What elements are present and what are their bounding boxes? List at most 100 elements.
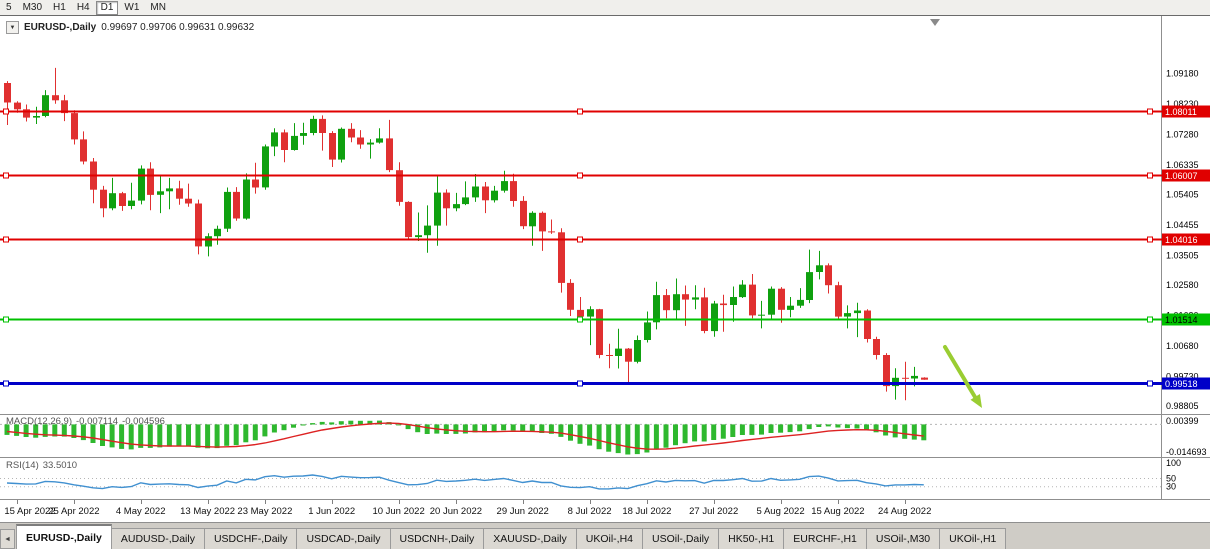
price-axis-label: 1.02580 bbox=[1166, 280, 1199, 290]
price-axis-label: 1.09180 bbox=[1166, 69, 1199, 79]
time-axis-label: 23 May 2022 bbox=[237, 506, 292, 517]
chart-tab-ukoil-h4[interactable]: UKOil-,H4 bbox=[575, 528, 643, 549]
hline-1.06007[interactable] bbox=[0, 172, 1162, 179]
price-axis: 1.09180 1.08230 1.07280 1.06335 1.05405 1.044… bbox=[1166, 69, 1199, 411]
hline-1.04016[interactable] bbox=[0, 236, 1162, 243]
hline-handle[interactable] bbox=[577, 108, 583, 115]
svg-text:1.08011: 1.08011 bbox=[1165, 107, 1197, 117]
time-axis-label: 24 Aug 2022 bbox=[878, 506, 931, 517]
price-axis-label: 1.06335 bbox=[1166, 160, 1199, 170]
chart-tab-eurusd-daily[interactable]: EURUSD-,Daily bbox=[16, 524, 112, 549]
hline-handle[interactable] bbox=[1147, 108, 1153, 115]
svg-text:1.06007: 1.06007 bbox=[1165, 171, 1198, 181]
hline-handle[interactable] bbox=[1147, 380, 1153, 387]
macd-signal-value: -0.004596 bbox=[122, 416, 165, 427]
hline-1.01514[interactable] bbox=[0, 316, 1162, 323]
price-axis-label: 1.04455 bbox=[1166, 220, 1199, 230]
hline-handle[interactable] bbox=[1147, 316, 1153, 323]
time-axis-label: 10 Jun 2022 bbox=[372, 506, 424, 517]
svg-text:0.00399: 0.00399 bbox=[1166, 416, 1199, 426]
chart-tabs-bar: ◄ EURUSD-,Daily AUDUSD-,Daily USDCHF-,Daily… bbox=[0, 522, 1210, 549]
rsi-name: RSI(14) bbox=[6, 460, 39, 471]
hline-handle[interactable] bbox=[577, 172, 583, 179]
timeframe-button-mn[interactable]: MN bbox=[150, 1, 166, 13]
hline-0.99518[interactable] bbox=[0, 380, 1162, 387]
svg-text:1.04016: 1.04016 bbox=[1165, 235, 1198, 245]
timeframe-button-w1[interactable]: W1 bbox=[124, 1, 140, 13]
chart-symbol-label: EURUSD-,Daily bbox=[24, 22, 97, 33]
time-axis-label: 20 Jun 2022 bbox=[430, 506, 482, 517]
svg-text:0.99518: 0.99518 bbox=[1165, 379, 1198, 389]
symbol-dropdown-button[interactable]: ▼ bbox=[6, 21, 19, 34]
timeframe-button-5[interactable]: 5 bbox=[6, 1, 12, 13]
price-axis-label: 0.98805 bbox=[1166, 401, 1199, 411]
hline-handle[interactable] bbox=[577, 380, 583, 387]
chart-tab-hk50-h1[interactable]: HK50-,H1 bbox=[718, 528, 785, 549]
hline-handle[interactable] bbox=[577, 236, 583, 243]
time-axis-label: 1 Jun 2022 bbox=[308, 506, 355, 517]
svg-text:-0.014693: -0.014693 bbox=[1166, 447, 1207, 457]
macd-indicator-label: MACD(12,26,9) -0.007114 -0.004596 bbox=[6, 416, 169, 427]
rsi-indicator-label: RSI(14) 33.5010 bbox=[6, 460, 81, 471]
chart-tab-audusd-daily[interactable]: AUDUSD-,Daily bbox=[110, 528, 205, 549]
price-axis-label: 1.08230 bbox=[1166, 99, 1199, 109]
time-axis-label: 27 Jul 2022 bbox=[689, 506, 738, 517]
hline-handle[interactable] bbox=[3, 236, 9, 243]
svg-text:1.01514: 1.01514 bbox=[1165, 315, 1198, 325]
hline-handle[interactable] bbox=[1147, 172, 1153, 179]
timeframe-button-h1[interactable]: H1 bbox=[53, 1, 66, 13]
chart-tab-eurchf-h1[interactable]: EURCHF-,H1 bbox=[783, 528, 867, 549]
price-axis-label: 1.03505 bbox=[1166, 251, 1199, 261]
time-axis-label: 8 Jul 2022 bbox=[568, 506, 612, 517]
chart-tab-usdcad-daily[interactable]: USDCAD-,Daily bbox=[296, 528, 391, 549]
price-axis-label: 1.05405 bbox=[1166, 190, 1199, 200]
candlestick-series bbox=[4, 67, 928, 401]
time-axis-label: 13 May 2022 bbox=[180, 506, 235, 517]
chart-tab-xauusd-daily[interactable]: XAUUSD-,Daily bbox=[483, 528, 577, 549]
svg-text:50: 50 bbox=[1166, 474, 1176, 484]
hline-handle[interactable] bbox=[3, 172, 9, 179]
trend-arrow-annotation[interactable] bbox=[943, 345, 982, 408]
chart-tab-ukoil-h1[interactable]: UKOil-,H1 bbox=[939, 528, 1007, 549]
chart-shift-marker-icon[interactable] bbox=[930, 19, 940, 26]
time-axis-label: 25 Apr 2022 bbox=[48, 506, 99, 517]
chart-tab-usdchf-daily[interactable]: USDCHF-,Daily bbox=[203, 528, 298, 549]
macd-main-value: -0.007114 bbox=[76, 416, 119, 427]
price-tag-1.01514: 1.01514 bbox=[1162, 313, 1210, 326]
price-tag-1.06007: 1.06007 bbox=[1162, 169, 1210, 182]
price-axis-label: 0.99730 bbox=[1166, 372, 1199, 382]
hline-handle[interactable] bbox=[1147, 236, 1153, 243]
dropdown-triangle-icon: ▼ bbox=[9, 24, 16, 31]
hline-handle[interactable] bbox=[577, 316, 583, 323]
price-tag-1.08011: 1.08011 bbox=[1162, 105, 1210, 118]
timeframe-button-m30[interactable]: M30 bbox=[22, 1, 43, 13]
tab-scroll-left-button[interactable]: ◄ bbox=[0, 529, 15, 549]
time-axis-label: 15 Apr 2022 bbox=[4, 506, 55, 517]
time-axis-label: 18 Jul 2022 bbox=[622, 506, 671, 517]
chart-tab-usoil-daily[interactable]: USOil-,Daily bbox=[642, 528, 720, 549]
price-axis-label: 1.07280 bbox=[1166, 130, 1199, 140]
hline-1.08011[interactable] bbox=[0, 108, 1162, 115]
time-axis-label: 5 Aug 2022 bbox=[757, 506, 805, 517]
timeframe-button-h4[interactable]: H4 bbox=[76, 1, 90, 13]
chart-tab-usdcnh-daily[interactable]: USDCNH-,Daily bbox=[389, 528, 485, 549]
macd-name: MACD(12,26,9) bbox=[6, 416, 72, 427]
svg-text:30: 30 bbox=[1166, 482, 1176, 492]
chart-canvas[interactable]: 1.09180 1.08230 1.07280 1.06335 1.05405 1.044… bbox=[0, 16, 1210, 522]
hline-handle[interactable] bbox=[3, 108, 9, 115]
chart-title: ▼ EURUSD-,Daily 0.99697 0.99706 0.99631 … bbox=[6, 21, 254, 34]
rsi-value: 33.5010 bbox=[42, 460, 78, 471]
time-axis-label: 4 May 2022 bbox=[116, 506, 166, 517]
chart-tab-usoil-m30[interactable]: USOil-,M30 bbox=[865, 528, 941, 549]
hline-handle[interactable] bbox=[3, 316, 9, 323]
time-axis-label: 29 Jun 2022 bbox=[497, 506, 549, 517]
macd-signal-line bbox=[6, 422, 924, 450]
macd-pane: 0.00399 -0.014693 bbox=[0, 416, 1207, 457]
timeframe-button-d1[interactable]: D1 bbox=[95, 0, 119, 15]
time-axis-label: 15 Aug 2022 bbox=[811, 506, 864, 517]
hline-handle[interactable] bbox=[3, 380, 9, 387]
chart-ohlc-values: 0.99697 0.99706 0.99631 0.99632 bbox=[101, 22, 255, 33]
